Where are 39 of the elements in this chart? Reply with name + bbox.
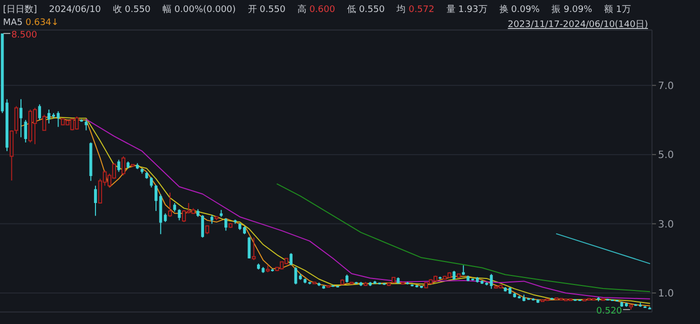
candlestick bbox=[24, 119, 28, 143]
y-tick-label: 3.0 bbox=[658, 219, 674, 230]
text: 额 1万 bbox=[604, 4, 631, 15]
candlestick bbox=[94, 185, 97, 216]
candlestick bbox=[32, 107, 37, 145]
text: 幅 0.00%(0.000) bbox=[162, 4, 236, 15]
candlestick bbox=[462, 264, 465, 276]
candlestick bbox=[224, 218, 228, 232]
candlestick bbox=[168, 192, 172, 218]
candlestick bbox=[252, 237, 256, 261]
y-tick-label: 7.0 bbox=[658, 80, 674, 92]
annotation: 0.520 bbox=[596, 306, 622, 317]
text: 换 0.09% bbox=[499, 4, 540, 15]
candlestick bbox=[20, 98, 22, 138]
text: 0.634↓ bbox=[26, 18, 59, 28]
candlestick bbox=[121, 156, 126, 176]
candlestick bbox=[248, 236, 251, 259]
annotation: 2023/11/17-2024/06/10(140日) bbox=[508, 20, 648, 30]
candlestick bbox=[290, 252, 293, 266]
candlestick bbox=[42, 114, 46, 131]
text: [日日数] bbox=[3, 4, 38, 15]
y-tick-label: 1.0 bbox=[658, 288, 674, 300]
candlestick bbox=[84, 119, 88, 131]
candlestick bbox=[38, 104, 42, 120]
y-tick-label: 5.0 bbox=[658, 150, 674, 162]
text: 收 0.550 bbox=[112, 4, 151, 15]
text: MA5 bbox=[3, 18, 23, 28]
text: 高 0.600 bbox=[297, 4, 336, 15]
text: 低 0.550 bbox=[347, 4, 385, 15]
candlestick bbox=[150, 176, 153, 188]
line-series bbox=[276, 183, 650, 292]
text: 均 0.572 bbox=[396, 4, 434, 15]
text: 振 9.09% bbox=[552, 4, 593, 15]
candlestick bbox=[201, 214, 204, 238]
text: 开 0.550 bbox=[248, 5, 286, 15]
text: 量 1.93万 bbox=[446, 4, 488, 15]
text: 2024/06/10 bbox=[49, 5, 102, 15]
candlestick bbox=[490, 273, 493, 290]
annotation: 8.500 bbox=[11, 30, 38, 40]
